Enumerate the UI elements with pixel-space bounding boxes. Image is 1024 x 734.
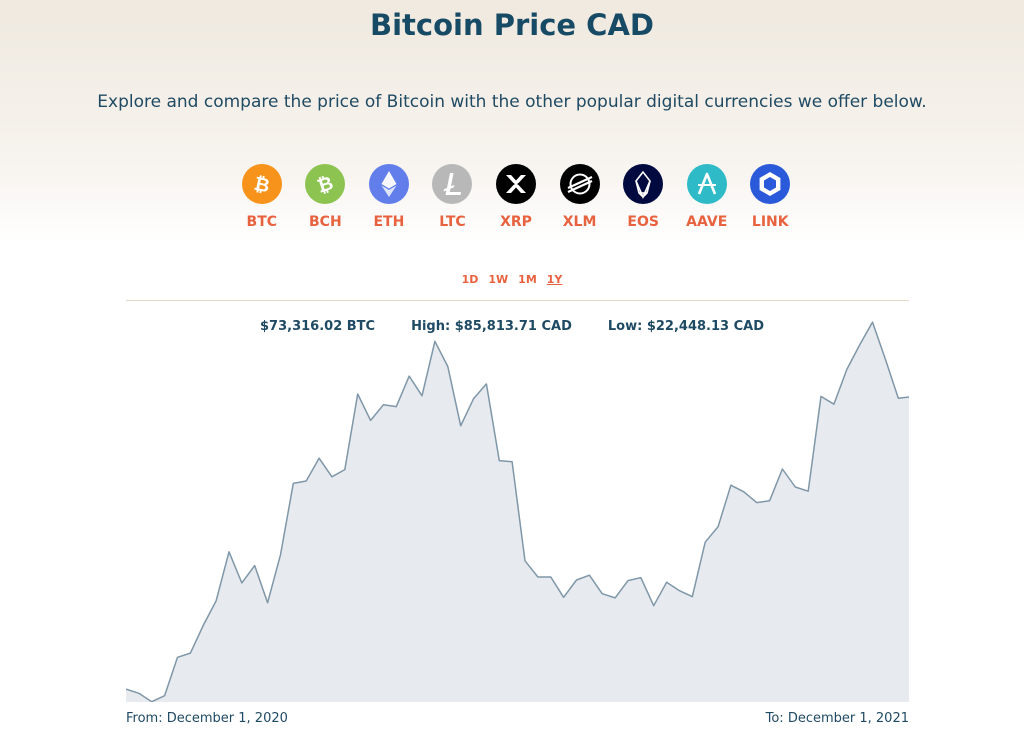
litecoin-icon bbox=[432, 164, 473, 204]
price-chart[interactable] bbox=[126, 310, 909, 702]
coin-ltc[interactable]: LTC bbox=[421, 164, 485, 230]
page-title: Bitcoin Price CAD bbox=[370, 8, 654, 42]
coin-aave[interactable]: AAVE bbox=[675, 164, 739, 230]
price-line bbox=[126, 321, 909, 702]
eos-icon bbox=[623, 164, 664, 204]
svg-text:₿: ₿ bbox=[315, 172, 337, 198]
chainlink-icon bbox=[750, 164, 791, 204]
coin-selector: ₿ BTC ₿ BCH ETH LTC XRP bbox=[230, 164, 802, 230]
aave-icon bbox=[686, 164, 727, 204]
svg-text:₿: ₿ bbox=[252, 173, 272, 198]
coin-label: LTC bbox=[439, 214, 466, 230]
coin-eth[interactable]: ETH bbox=[357, 164, 421, 230]
coin-xlm[interactable]: XLM bbox=[548, 164, 612, 230]
coin-label: XRP bbox=[500, 214, 532, 230]
coin-label: BTC bbox=[246, 214, 278, 230]
coin-link[interactable]: LINK bbox=[739, 164, 803, 230]
price-area bbox=[126, 322, 909, 702]
coin-xrp[interactable]: XRP bbox=[484, 164, 548, 230]
time-range-selector: 1D 1W 1M 1Y bbox=[0, 273, 1024, 286]
coin-eos[interactable]: EOS bbox=[611, 164, 675, 230]
range-1d[interactable]: 1D bbox=[461, 273, 479, 286]
coin-label: ETH bbox=[373, 214, 405, 230]
date-from: From: December 1, 2020 bbox=[126, 711, 288, 726]
current-price: $73,316.02 BTC bbox=[260, 319, 376, 334]
range-1y[interactable]: 1Y bbox=[546, 273, 563, 286]
range-1m[interactable]: 1M bbox=[518, 273, 537, 286]
price-stats: $73,316.02 BTC High: $85,813.71 CAD Low:… bbox=[0, 319, 1024, 334]
coin-label: AAVE bbox=[686, 214, 728, 230]
high-price: High: $85,813.71 CAD bbox=[411, 319, 572, 334]
coin-label: BCH bbox=[309, 214, 342, 230]
bitcoin-icon: ₿ bbox=[241, 164, 282, 204]
coin-label: EOS bbox=[627, 214, 659, 230]
coin-bch[interactable]: ₿ BCH bbox=[294, 164, 358, 230]
chart-divider bbox=[126, 300, 909, 301]
date-to: To: December 1, 2021 bbox=[765, 711, 909, 726]
stellar-icon bbox=[559, 164, 600, 204]
low-price: Low: $22,448.13 CAD bbox=[607, 319, 764, 334]
coin-label: XLM bbox=[562, 214, 597, 230]
page-subtitle: Explore and compare the price of Bitcoin… bbox=[97, 92, 927, 112]
bitcoin-cash-icon: ₿ bbox=[305, 164, 346, 204]
coin-btc[interactable]: ₿ BTC bbox=[230, 164, 294, 230]
range-1w[interactable]: 1W bbox=[488, 273, 509, 286]
coin-label: LINK bbox=[751, 214, 789, 230]
ethereum-icon bbox=[368, 164, 409, 204]
xrp-icon bbox=[496, 164, 537, 204]
